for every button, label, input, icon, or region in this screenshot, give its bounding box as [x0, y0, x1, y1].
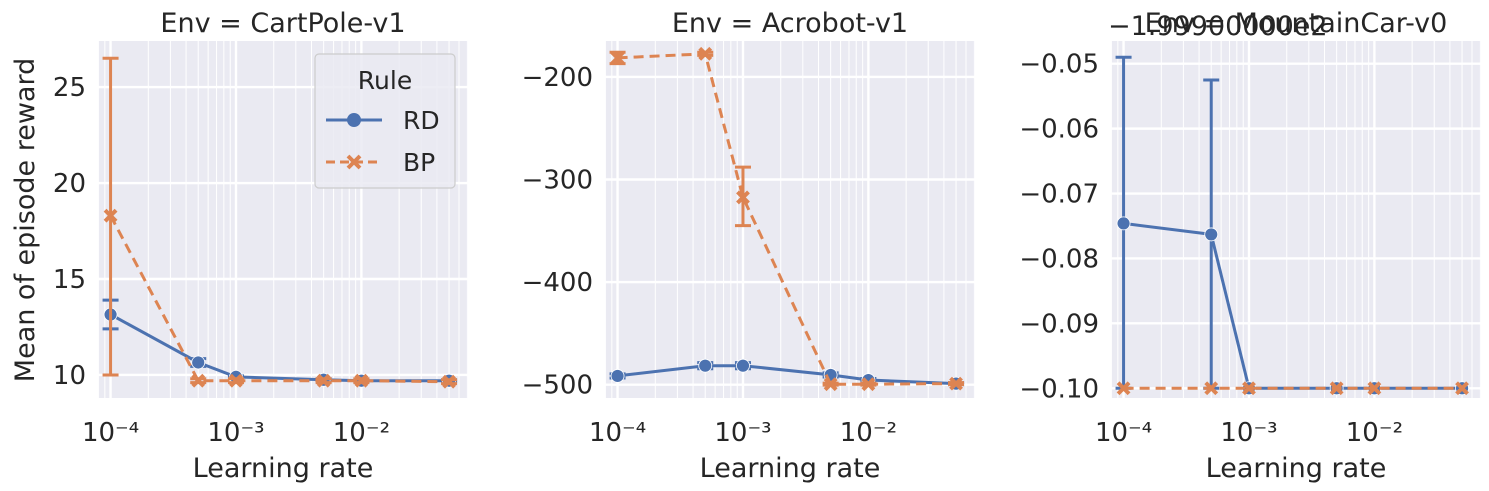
- chart-title: Env = Acrobot-v1: [672, 8, 908, 39]
- y-tick-label: 10: [53, 361, 86, 391]
- y-axis-label: Mean of episode reward: [10, 58, 41, 382]
- y-tick-labels: −500 −400 −300 −200: [522, 63, 593, 401]
- legend-rd-marker: [347, 113, 361, 127]
- y-tick-label: 25: [53, 73, 86, 103]
- data-point-bp: [103, 208, 118, 223]
- series-line-bp: [617, 52, 957, 386]
- panel-mountaincar: −0.10−0.09−0.08−0.07−0.06−0.05 10⁻⁴ 10⁻³ 1…: [1019, 8, 1481, 484]
- grid: [604, 41, 975, 398]
- data-point-bp: [1204, 381, 1219, 396]
- data-point-rd: [610, 369, 625, 383]
- series-layer: [102, 56, 458, 389]
- data-point-rd: [1204, 227, 1219, 242]
- data-point-bp: [442, 374, 456, 389]
- series-line-rd: [109, 313, 450, 383]
- x-axis-label: Learning rate: [1206, 453, 1387, 484]
- data-point-bp: [1329, 381, 1344, 396]
- data-point-bp: [823, 377, 838, 392]
- data-point-bp: [698, 46, 713, 61]
- data-point-bp: [949, 376, 963, 391]
- data-point-bp: [316, 373, 331, 388]
- y-tick-label: 15: [53, 265, 86, 295]
- x-tick-label: 10⁻³: [1220, 418, 1277, 448]
- legend-box: [314, 53, 456, 189]
- y-tick-label: −200: [522, 63, 593, 93]
- grid: [97, 41, 468, 398]
- y-tick-label: −0.06: [1019, 115, 1099, 145]
- x-tick-labels: 10⁻⁴ 10⁻³ 10⁻²: [82, 418, 390, 448]
- y-tick-labels: −0.10 −0.09 −0.08 −0.07 −0.06 −0.05: [1019, 50, 1099, 405]
- x-tick-label: 10⁻³: [207, 418, 264, 448]
- y-offset-label: −1.99900000e2: [1108, 11, 1328, 42]
- y-tick-labels: 10 15 20 25: [53, 73, 86, 391]
- x-tick-label: 10⁻²: [333, 418, 390, 448]
- legend-title: Rule: [358, 66, 412, 95]
- x-tick-label: 10⁻²: [840, 418, 897, 448]
- chart-title: Env = CartPole-v1: [160, 8, 405, 39]
- x-tick-label: 10⁻³: [714, 418, 771, 448]
- y-tick-label: −500: [522, 371, 593, 401]
- legend: Rule RD BP: [314, 53, 456, 189]
- data-point-rd: [698, 358, 713, 373]
- x-tick-label: 10⁻⁴: [82, 418, 139, 448]
- data-point-bp: [1116, 381, 1131, 396]
- legend-bp-marker: [346, 154, 362, 170]
- data-point-bp: [354, 373, 369, 388]
- x-tick-labels: 10⁻⁴ 10⁻³ 10⁻²: [1095, 418, 1403, 448]
- x-tick-labels: 10⁻⁴ 10⁻³ 10⁻²: [589, 418, 897, 448]
- y-tick-label: −0.07: [1019, 180, 1099, 210]
- data-point-bp: [1455, 381, 1469, 396]
- series-line-rd: [617, 364, 957, 386]
- x-axis-label: Learning rate: [193, 453, 374, 484]
- data-point-bp: [861, 377, 876, 392]
- data-point-bp: [191, 373, 206, 388]
- data-point-bp: [736, 190, 750, 205]
- data-point-bp: [229, 373, 243, 388]
- series-layer: [1115, 55, 1469, 396]
- legend-bp-label: BP: [403, 148, 435, 177]
- y-tick-label: −400: [522, 268, 593, 298]
- y-tick-label: −300: [522, 165, 593, 195]
- data-point-bp: [610, 51, 625, 65]
- x-tick-label: 10⁻²: [1346, 418, 1403, 448]
- y-tick-label: −0.08: [1019, 244, 1099, 274]
- y-tick-label: −0.10: [1019, 374, 1099, 404]
- y-tick-label: 20: [53, 169, 86, 199]
- y-tick-label: −0.09: [1019, 309, 1099, 339]
- chart-title: Env = MountainCar-v0: [1145, 8, 1448, 39]
- data-point-bp: [1242, 381, 1256, 396]
- plot-background: [1111, 41, 1481, 398]
- plot-background: [605, 41, 975, 398]
- series-layer: [609, 46, 965, 392]
- y-tick-label: −0.05: [1019, 50, 1099, 80]
- data-point-rd: [1116, 216, 1131, 231]
- legend-rd-label: RD: [403, 106, 440, 135]
- data-point-rd: [191, 355, 206, 370]
- x-tick-label: 10⁻⁴: [589, 418, 646, 448]
- x-axis-label: Learning rate: [700, 453, 881, 484]
- data-point-rd: [736, 358, 750, 373]
- data-point-bp: [1367, 381, 1382, 396]
- panel-acrobot: −500 −400 −300 −200 10⁻⁴ 10⁻³ 10⁻² Env = Acro…: [522, 8, 975, 484]
- x-tick-label: 10⁻⁴: [1095, 418, 1152, 448]
